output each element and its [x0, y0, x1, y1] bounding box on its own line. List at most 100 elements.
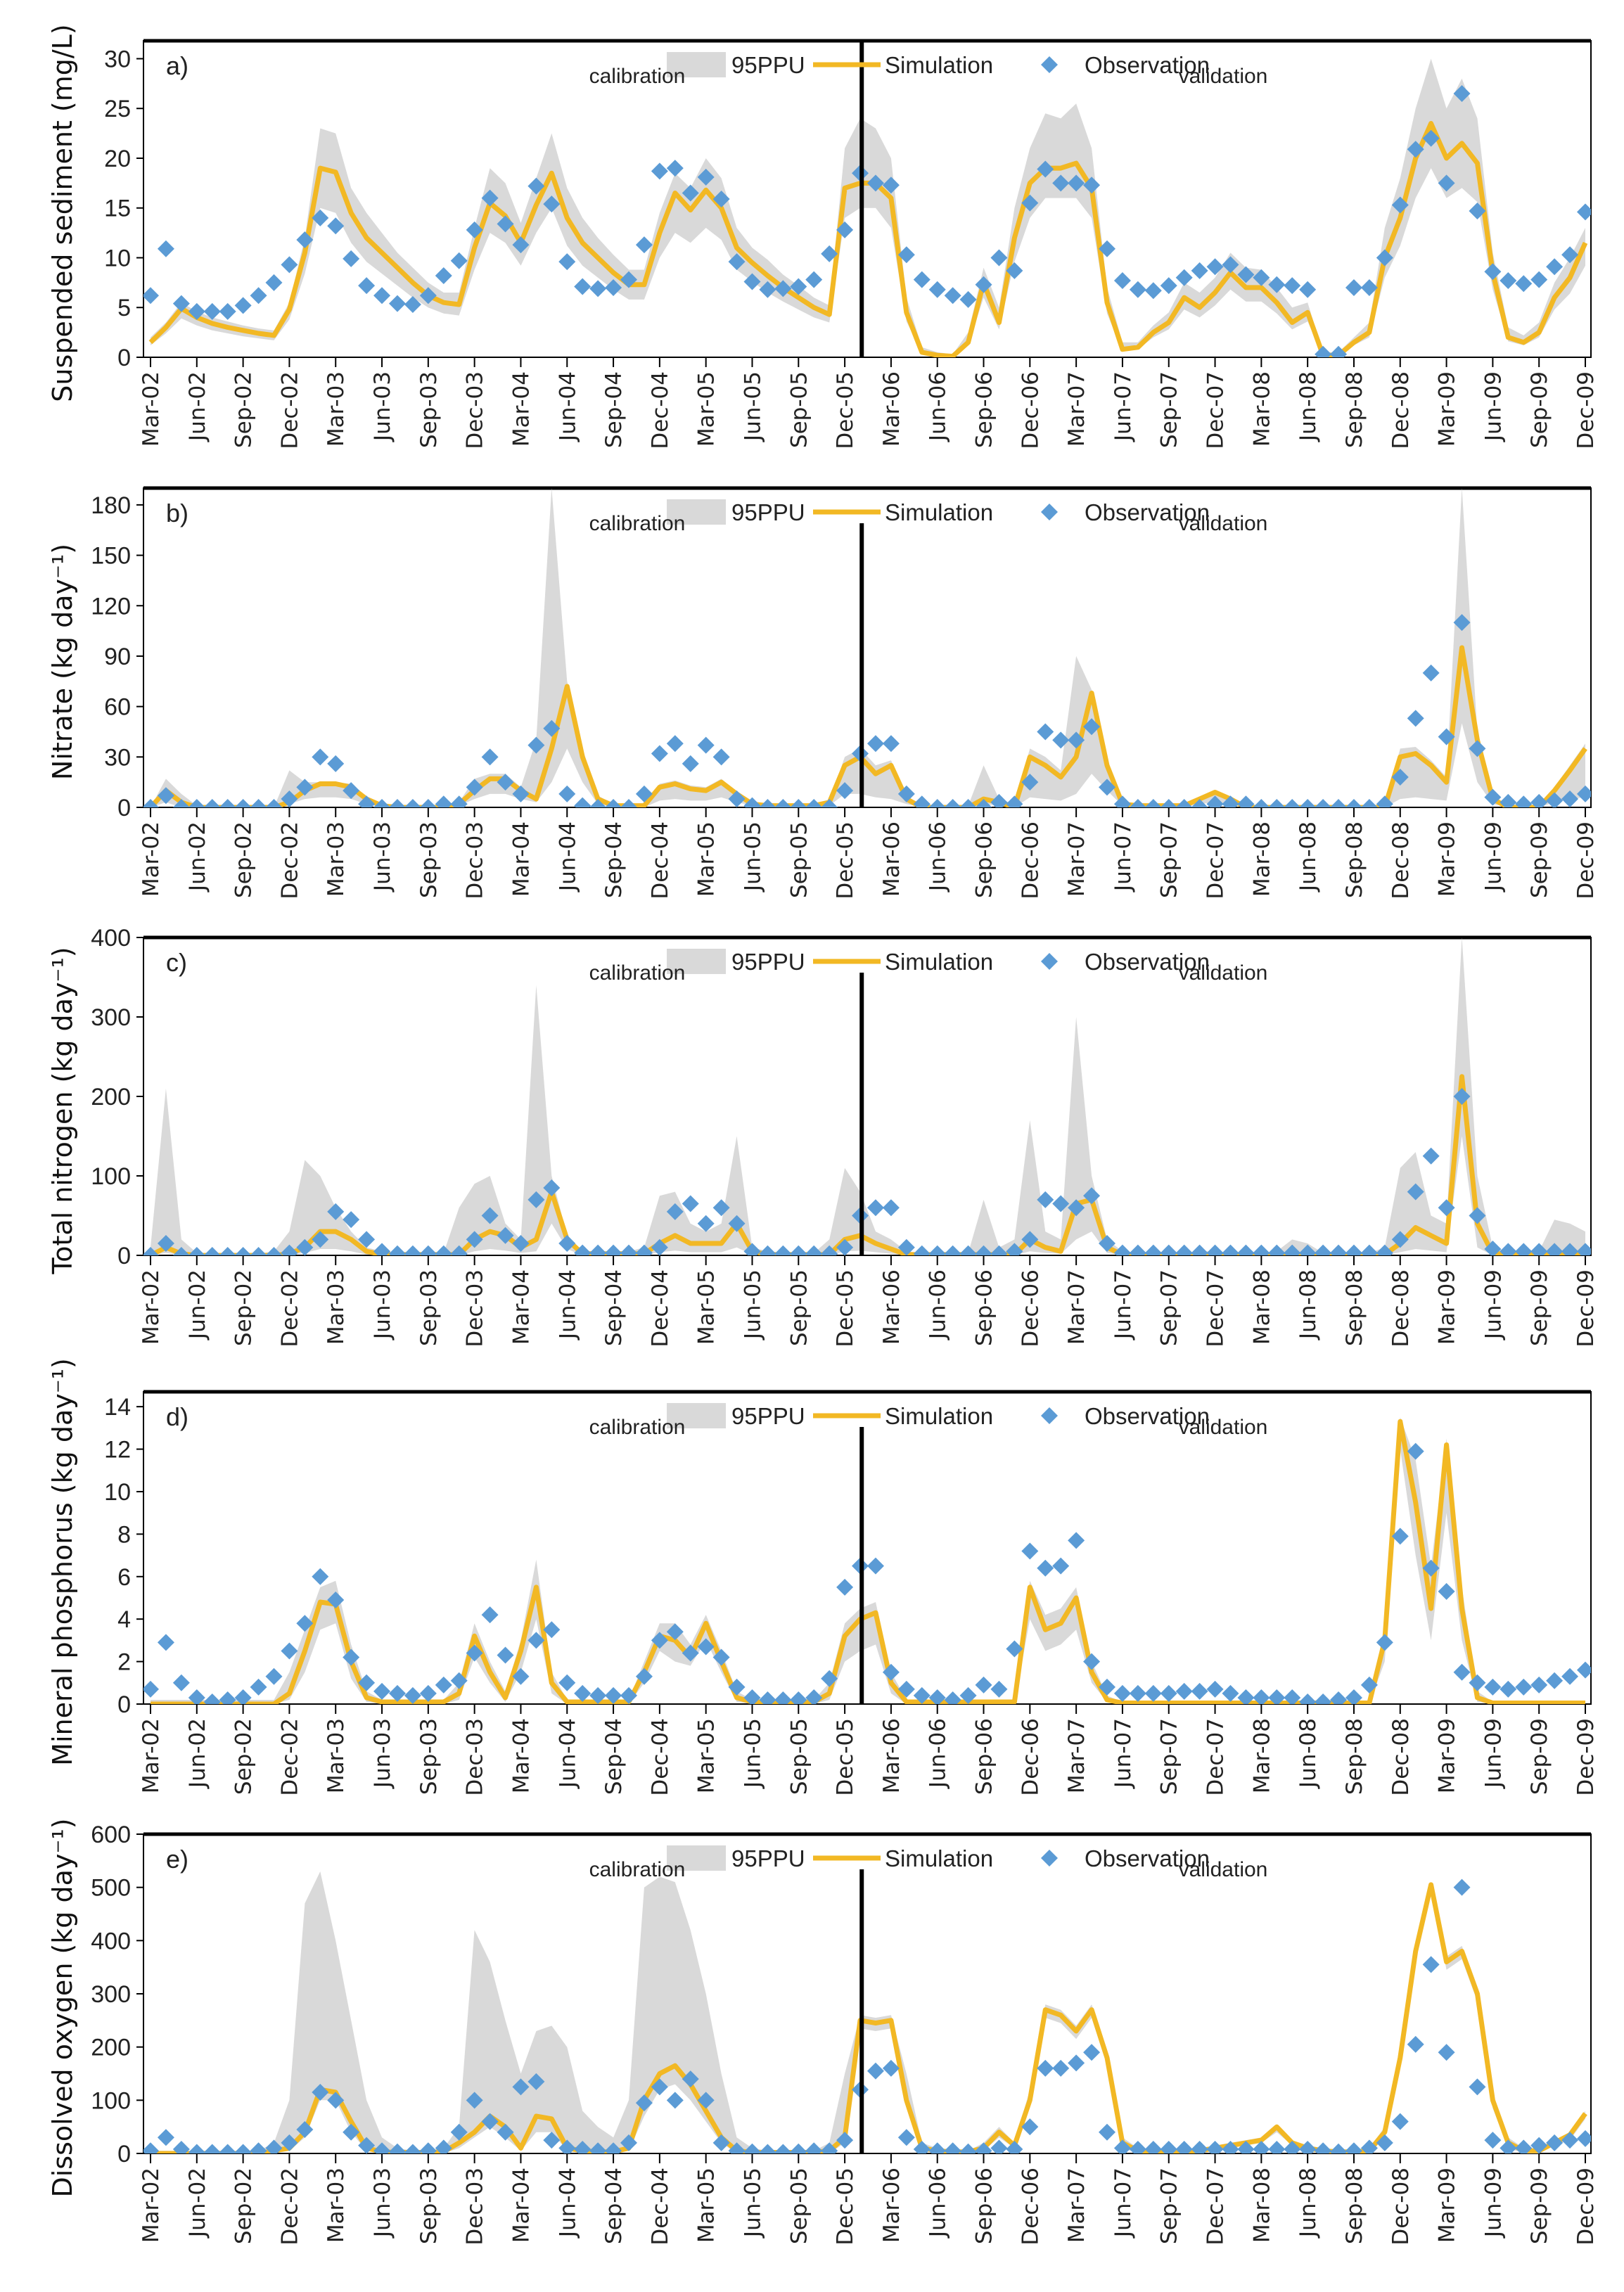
x-tick-label: Dec-08: [1388, 371, 1414, 449]
x-tick-label: Mar-07: [1064, 1269, 1089, 1345]
observation-point: [666, 1203, 684, 1220]
observation-point: [358, 795, 376, 807]
x-tick-label: Mar-07: [1064, 371, 1089, 447]
observation-point: [712, 2134, 730, 2151]
x-tick-label: Mar-05: [694, 1269, 720, 1345]
x-tick-label: Jun-02: [185, 1269, 210, 1340]
observation-point: [1175, 2140, 1193, 2153]
observation-point: [1515, 1678, 1533, 1696]
observation-point: [1160, 277, 1177, 295]
plot-area: [143, 1833, 1592, 2154]
observation-point: [1453, 85, 1471, 102]
observation-point: [157, 240, 174, 257]
band-95ppu: [151, 1871, 1585, 2153]
observation-point: [558, 253, 576, 271]
observation-point: [928, 1245, 946, 1255]
x-tick-label: Sep-07: [1157, 371, 1182, 448]
y-tick-label: 200: [91, 2035, 131, 2061]
observation-point: [805, 1245, 823, 1255]
observation-point: [143, 799, 159, 807]
observation-point: [712, 191, 730, 207]
x-tick-label: Dec-05: [833, 1269, 858, 1347]
x-tick-label: Dec-09: [1573, 1718, 1599, 1796]
observation-point: [1315, 799, 1332, 807]
y-tick-label: 2: [117, 1649, 131, 1676]
observation-point: [651, 745, 668, 762]
observation-point: [1144, 1684, 1162, 1702]
band-95ppu: [151, 58, 1585, 357]
panel-label: d): [166, 1402, 188, 1431]
observation-point: [1052, 174, 1070, 192]
observation-point: [1129, 2140, 1146, 2153]
x-tick-label: Jun-04: [555, 371, 580, 442]
observation-point: [1391, 2113, 1409, 2130]
observation-point: [1099, 779, 1115, 796]
observation-point: [450, 252, 468, 269]
observation-point: [1068, 174, 1085, 192]
calibration-label: calibration: [589, 1416, 686, 1439]
observation-point: [574, 1244, 592, 1255]
observation-point: [1376, 1244, 1393, 1255]
observation-point: [1469, 1207, 1486, 1224]
x-tick-label: Dec-02: [277, 371, 302, 449]
observation-point: [265, 799, 283, 807]
observation-point: [651, 2078, 668, 2096]
observation-point: [1561, 246, 1579, 264]
observation-point: [666, 735, 684, 753]
y-tick-label: 30: [104, 46, 131, 72]
x-tick-label: Mar-03: [324, 821, 349, 897]
observation-point: [821, 799, 838, 807]
validation-label: validation: [1179, 65, 1268, 88]
observation-point: [743, 1689, 761, 1704]
observation-point: [882, 1663, 900, 1681]
observation-point: [1099, 240, 1115, 257]
observation-point: [1561, 790, 1579, 807]
observation-point: [605, 2142, 622, 2153]
observation-point: [790, 278, 807, 295]
x-tick-label: Jun-03: [370, 1718, 395, 1789]
panel-label: a): [166, 51, 188, 80]
x-tick-label: Sep-05: [786, 821, 812, 898]
x-tick-label: Jun-07: [1111, 821, 1136, 892]
x-tick-label: Mar-09: [1435, 821, 1460, 897]
observation-point: [234, 2144, 252, 2153]
plot-area: [143, 1391, 1592, 1705]
observation-point: [543, 719, 561, 737]
observation-point: [219, 1247, 236, 1255]
simulation-line: [151, 1419, 1585, 1704]
observation-point: [913, 2140, 931, 2153]
observation-point: [1237, 1689, 1255, 1704]
x-tick-label: Jun-09: [1481, 371, 1506, 442]
observation-point: [1191, 1682, 1208, 1700]
observation-point: [774, 280, 792, 297]
x-tick-label: Mar-05: [694, 821, 720, 897]
observation-point: [1546, 1672, 1564, 1689]
observation-point: [728, 1215, 746, 1232]
validation-label: validation: [1179, 1858, 1268, 1881]
observation-point: [234, 799, 252, 807]
observation-point: [1422, 1147, 1440, 1165]
observation-point: [543, 196, 561, 213]
observation-point: [296, 779, 314, 796]
observation-point: [1422, 664, 1440, 681]
x-tick-label: Sep-03: [416, 371, 442, 448]
legend-band-swatch: [667, 949, 726, 974]
observation-point: [605, 279, 622, 296]
observation-point: [1500, 2139, 1517, 2153]
legend-band-swatch: [667, 1403, 726, 1428]
observation-point: [743, 1243, 761, 1255]
x-tick-label: Jun-06: [926, 1718, 951, 1789]
observation-point: [1191, 2140, 1208, 2153]
observation-point: [1546, 1243, 1564, 1255]
observation-point: [1253, 269, 1270, 286]
x-tick-label: Dec-03: [463, 821, 488, 899]
observation-point: [1160, 2140, 1177, 2153]
observation-point: [1546, 792, 1564, 807]
observation-point: [1330, 799, 1348, 807]
observation-point: [1068, 1199, 1085, 1217]
observation-point: [1099, 2123, 1115, 2141]
y-tick-label: 200: [91, 1084, 131, 1110]
observation-point: [358, 277, 376, 295]
observation-point: [188, 1247, 205, 1255]
observation-point: [1500, 1680, 1517, 1698]
